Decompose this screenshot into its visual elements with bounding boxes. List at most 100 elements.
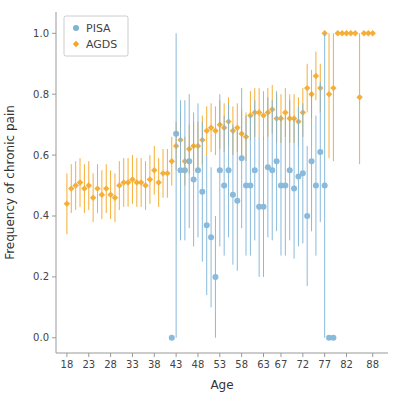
y-axis-line <box>56 12 57 353</box>
legend: PISA AGDS <box>64 16 128 56</box>
x-axis-label: Age <box>210 378 233 392</box>
point <box>326 91 332 97</box>
point <box>169 158 175 164</box>
x-tick <box>132 353 133 357</box>
point <box>99 191 105 197</box>
point <box>142 182 148 188</box>
x-tick <box>66 353 67 357</box>
point <box>86 182 92 188</box>
y-tick <box>52 276 56 277</box>
x-axis-line <box>56 353 388 354</box>
point <box>282 183 288 189</box>
x-tick <box>263 353 264 357</box>
x-tick-label: 88 <box>366 359 379 370</box>
point <box>204 222 210 228</box>
x-tick-label: 53 <box>213 359 226 370</box>
x-tick-label: 43 <box>170 359 183 370</box>
x-tick <box>280 353 281 357</box>
x-tick-label: 72 <box>296 359 309 370</box>
x-tick <box>197 353 198 357</box>
point <box>164 170 170 176</box>
point <box>94 185 100 191</box>
y-tick-label: 0.0 <box>33 332 49 343</box>
point <box>186 158 192 164</box>
x-tick-label: 28 <box>104 359 117 370</box>
point <box>356 94 362 100</box>
point <box>155 179 161 185</box>
point <box>103 185 109 191</box>
error-bar <box>176 33 177 337</box>
x-tick <box>372 353 373 357</box>
point <box>199 189 205 195</box>
x-tick <box>324 353 325 357</box>
point <box>212 128 218 134</box>
point <box>317 149 323 155</box>
y-tick-label: 0.8 <box>33 89 49 100</box>
y-tick <box>52 155 56 156</box>
x-tick <box>154 353 155 357</box>
point <box>309 158 315 164</box>
point <box>212 274 218 280</box>
x-tick-label: 67 <box>275 359 288 370</box>
legend-label: PISA <box>86 22 111 35</box>
point <box>182 167 188 173</box>
point <box>64 201 70 207</box>
point <box>221 183 227 189</box>
point <box>252 167 258 173</box>
x-tick <box>219 353 220 357</box>
error-bar <box>333 33 334 161</box>
point <box>261 204 267 210</box>
point <box>322 183 328 189</box>
series-circle <box>169 33 337 340</box>
x-tick-label: 82 <box>340 359 353 370</box>
point <box>370 30 376 36</box>
point <box>208 234 214 240</box>
x-tick-label: 48 <box>192 359 205 370</box>
point <box>330 335 336 341</box>
y-tick-label: 0.2 <box>33 271 49 282</box>
point <box>151 167 157 173</box>
point <box>77 179 83 185</box>
point <box>195 167 201 173</box>
point <box>291 186 297 192</box>
point <box>217 167 223 173</box>
point <box>234 198 240 204</box>
point <box>269 167 275 173</box>
point <box>173 131 179 137</box>
x-tick-label: 23 <box>82 359 95 370</box>
point <box>304 213 310 219</box>
point <box>234 124 240 130</box>
point <box>313 73 319 79</box>
x-tick <box>346 353 347 357</box>
y-tick-label: 0.4 <box>33 210 49 221</box>
x-tick-label: 38 <box>148 359 161 370</box>
point <box>230 192 236 198</box>
y-axis-label: Frequency of chronic pain <box>3 105 17 260</box>
x-tick-label: 58 <box>235 359 248 370</box>
legend-marker <box>73 25 79 31</box>
point <box>274 158 280 164</box>
point <box>287 167 293 173</box>
x-tick <box>110 353 111 357</box>
point <box>90 195 96 201</box>
x-tick <box>241 353 242 357</box>
x-tick <box>88 353 89 357</box>
point <box>300 170 306 176</box>
x-tick <box>302 353 303 357</box>
point <box>282 109 288 115</box>
y-tick <box>52 33 56 34</box>
point <box>247 183 253 189</box>
plot-area <box>64 30 376 341</box>
legend-label: AGDS <box>86 38 117 51</box>
x-tick <box>176 353 177 357</box>
legend-marker <box>73 41 79 47</box>
x-tick-label: 18 <box>61 359 74 370</box>
y-tick <box>52 337 56 338</box>
point <box>169 335 175 341</box>
y-tick-label: 1.0 <box>33 28 49 39</box>
point <box>304 85 310 91</box>
point <box>330 85 336 91</box>
chart: 1823283338434853586367727782880.00.20.40… <box>0 0 400 397</box>
legend-box <box>64 16 128 56</box>
y-tick-label: 0.6 <box>33 150 49 161</box>
